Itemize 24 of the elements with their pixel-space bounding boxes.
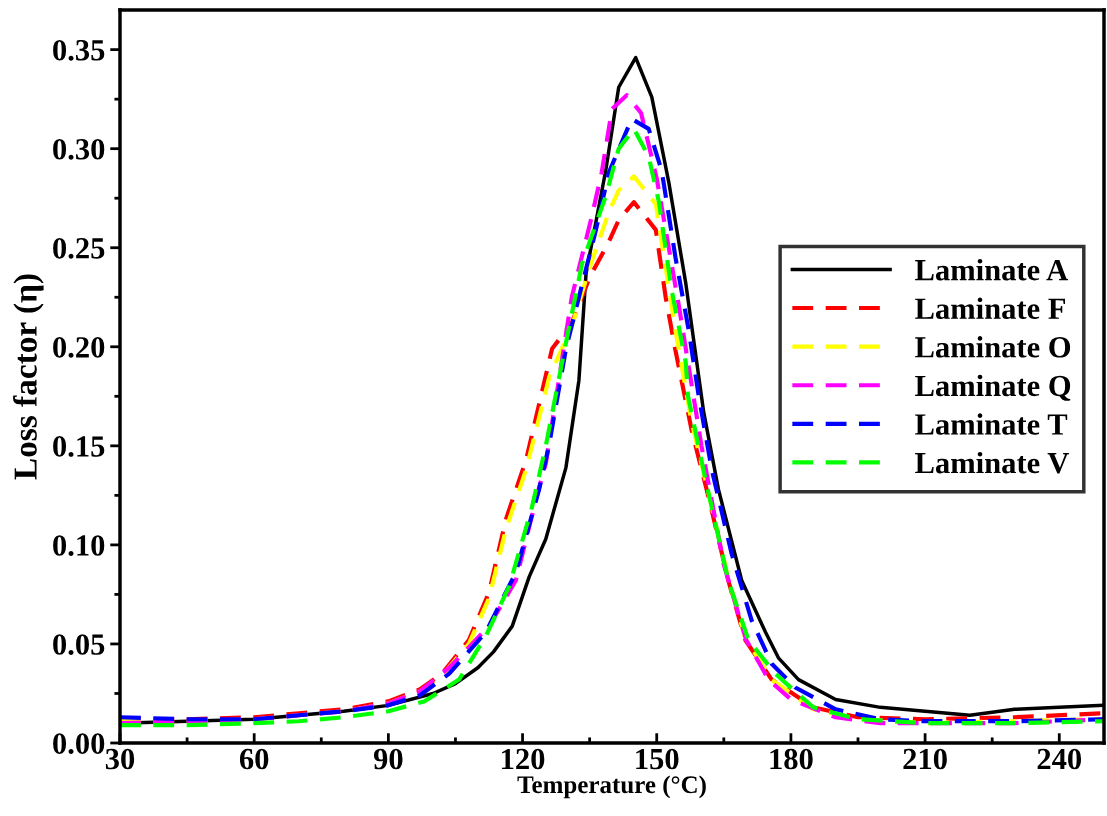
legend-label: Laminate O [915,336,1071,358]
y-tick-label: 0.00 [53,733,105,755]
x-tick-label: 240 [1037,748,1082,770]
y-tick-label: 0.10 [53,535,105,556]
legend-label: Laminate Q [915,374,1071,401]
legend-label: Laminate F [915,297,1066,320]
y-tick-label: 0.30 [53,138,105,160]
y-tick-label: 0.20 [53,337,105,358]
x-axis-title: Temperature (°C) [517,775,706,799]
legend-label: Laminate V [915,451,1069,474]
y-axis-title: Loss factor (η) [13,274,44,480]
x-tick-label: 210 [903,748,947,770]
x-tick-label: 60 [239,748,269,770]
legend-label: Laminate A [915,258,1068,281]
y-tick-label: 0.15 [53,436,105,457]
x-tick-label: 180 [770,748,813,770]
x-tick-label: 30 [105,748,135,770]
y-tick-label: 0.35 [53,39,105,61]
x-tick-label: 150 [636,748,679,770]
x-tick-label: 120 [502,748,545,770]
y-tick-label: 0.05 [53,634,105,655]
x-tick-label: 90 [373,748,403,770]
y-tick-label: 0.25 [53,238,105,259]
legend-label: Laminate T [915,413,1068,435]
